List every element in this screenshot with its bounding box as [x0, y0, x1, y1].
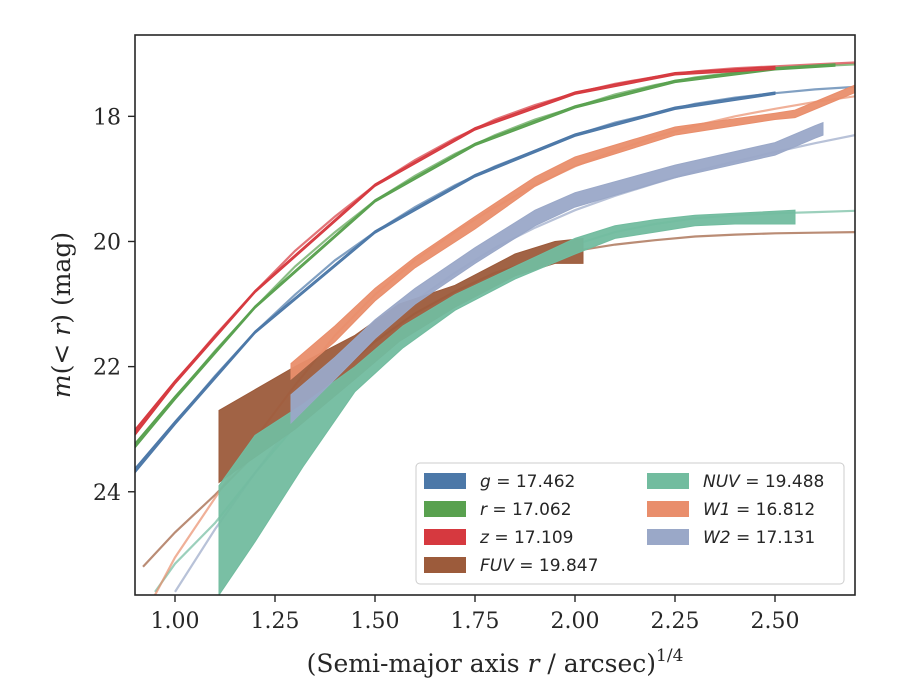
- y-tick-label: 22: [93, 356, 121, 381]
- legend-label-r: r = 17.062: [480, 500, 572, 520]
- legend-label-fuv: FUV = 19.847: [480, 556, 598, 576]
- series-w2-band: [290, 121, 824, 425]
- legend-swatch-w2: [647, 529, 689, 545]
- legend-label-nuv: NUV = 19.488: [703, 472, 824, 492]
- legend-label-w2: W2 = 17.131: [703, 528, 815, 548]
- legend-swatch-nuv: [647, 473, 689, 489]
- legend-swatch-w1: [647, 501, 689, 517]
- axes: 1.00 1.25 1.50 1.75 2.00 2.25 2.50 18 20 22 24 (Sem…: [47, 34, 856, 678]
- plot-frame: [134, 34, 856, 596]
- legend-swatch-z: [424, 529, 466, 545]
- y-tick-label: 18: [93, 105, 121, 130]
- x-axis-label: (Semi-major axis r / arcsec)1/4: [307, 646, 684, 678]
- x-tick-label: 2.50: [751, 609, 800, 634]
- legend-frame: [415, 462, 845, 585]
- series-g-band: [135, 91, 776, 474]
- legend-swatch-r: [424, 501, 466, 517]
- y-axis-label: m(< r) (mag): [47, 232, 76, 398]
- x-tick-label: 1.00: [151, 609, 200, 634]
- series-nuv-band: [218, 209, 796, 595]
- legend: g = 17.462 r = 17.062 z = 17.109 FUV = 19.8…: [415, 462, 845, 585]
- y-tick-label: 20: [93, 230, 121, 255]
- legend-label-z: z = 17.109: [479, 528, 573, 548]
- legend-swatch-fuv: [424, 557, 466, 573]
- y-tick-label: 24: [93, 481, 121, 506]
- x-tick-label: 1.25: [251, 609, 300, 634]
- series-w1-band: [290, 84, 855, 381]
- legend-label-w1: W1 = 16.812: [703, 500, 815, 520]
- legend-swatch-g: [424, 473, 466, 489]
- legend-label-g: g = 17.462: [480, 472, 575, 492]
- series-z-band: [135, 65, 776, 437]
- x-tick-label: 1.75: [451, 609, 500, 634]
- x-tick-label: 1.50: [351, 609, 400, 634]
- series-r-band: [135, 63, 836, 449]
- x-tick-label: 2.25: [651, 609, 700, 634]
- plot-area: [135, 61, 855, 595]
- x-tick-label: 2.00: [551, 609, 600, 634]
